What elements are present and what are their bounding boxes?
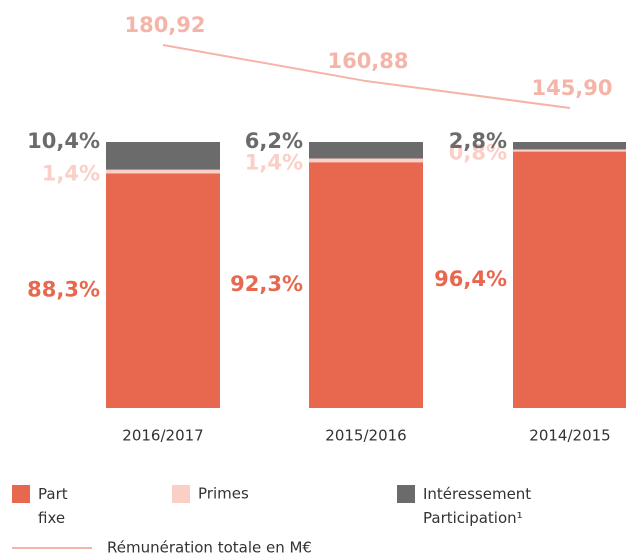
legend-label-line: Participation¹ <box>423 509 523 527</box>
line <box>162 44 571 109</box>
legend-label-line: fixe <box>38 509 65 527</box>
line-label: 180,92 <box>124 13 205 37</box>
value-label: 0,8% <box>449 141 507 165</box>
legend-label: Primes <box>198 485 249 503</box>
value-label: 92,3% <box>230 272 303 296</box>
value-label: 96,4% <box>434 267 507 291</box>
x-tick-label: 2016/2017 <box>122 427 203 445</box>
legend-label: Part fixe <box>38 485 68 527</box>
x-tick-label: 2014/2015 <box>529 427 610 445</box>
bar-segment <box>513 142 626 150</box>
bar-segment <box>309 158 423 163</box>
bar-segment <box>106 169 220 174</box>
legend-swatch <box>172 485 190 503</box>
value-label: 1,4% <box>42 161 100 185</box>
value-label: 88,3% <box>27 278 100 302</box>
legend-label: Intéressement Participation¹ <box>423 485 531 527</box>
line-label: 160,88 <box>327 49 408 73</box>
legend-label-line: Intéressement <box>423 485 531 503</box>
legend-swatch <box>12 485 30 503</box>
legend-label: Rémunération totale en M€ <box>107 539 312 557</box>
value-label: 10,4% <box>27 129 100 153</box>
bar-segment <box>106 173 220 408</box>
x-tick-label: 2015/2016 <box>325 427 406 445</box>
legend-label-line: Part <box>38 485 68 503</box>
line-label: 145,90 <box>531 76 612 100</box>
bar-segment <box>309 142 423 159</box>
bar-segment <box>513 151 626 409</box>
value-label: 2,8% <box>449 129 507 153</box>
value-label: 6,2% <box>245 129 303 153</box>
legend-swatch <box>397 485 415 503</box>
bar-segment <box>309 162 423 408</box>
value-label: 1,4% <box>245 150 303 174</box>
bar-segment <box>106 142 220 170</box>
bar-segment <box>513 149 626 152</box>
